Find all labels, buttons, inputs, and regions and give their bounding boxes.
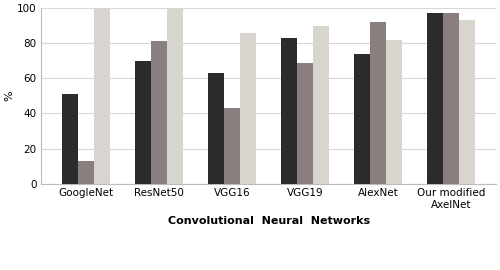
- Bar: [151, 42, 167, 184]
- Bar: [297, 63, 313, 184]
- Bar: [370, 22, 386, 184]
- Bar: [135, 61, 151, 184]
- Bar: [78, 161, 94, 184]
- Bar: [386, 40, 402, 184]
- Bar: [281, 38, 297, 184]
- Bar: [459, 21, 475, 184]
- Bar: [427, 14, 443, 184]
- Bar: [354, 54, 370, 184]
- Y-axis label: %: %: [4, 90, 14, 101]
- Bar: [62, 94, 78, 184]
- X-axis label: Convolutional  Neural  Networks: Convolutional Neural Networks: [168, 216, 370, 226]
- Bar: [224, 108, 240, 184]
- Bar: [94, 8, 110, 184]
- Bar: [240, 33, 256, 184]
- Bar: [167, 8, 183, 184]
- Bar: [443, 14, 459, 184]
- Bar: [208, 73, 224, 184]
- Bar: [313, 26, 329, 184]
